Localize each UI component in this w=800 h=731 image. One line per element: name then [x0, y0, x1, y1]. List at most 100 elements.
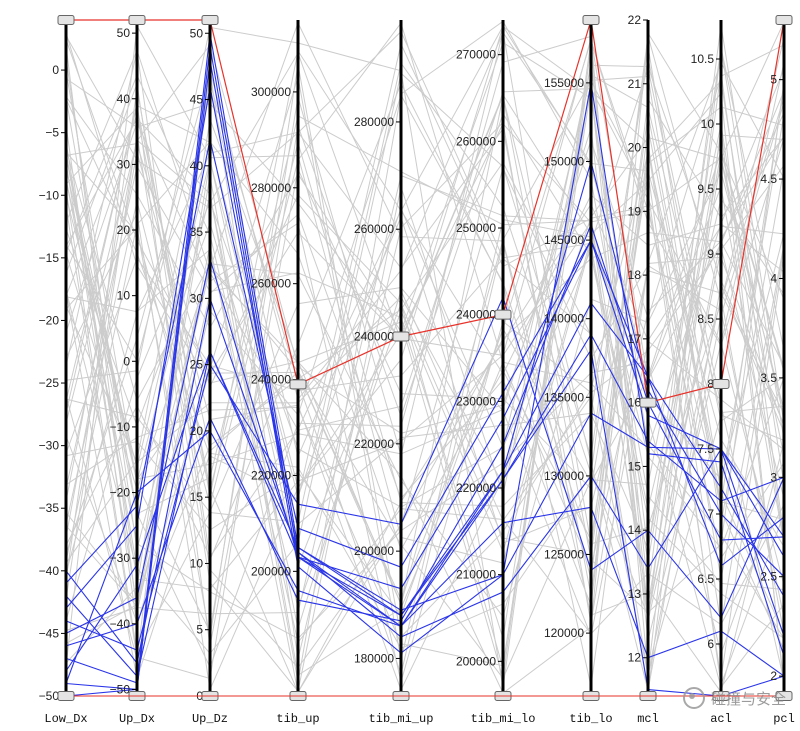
- background-line: [65, 61, 785, 660]
- tick-label: 22: [628, 13, 642, 27]
- tick-label: 240000: [354, 330, 394, 344]
- wechat-icon: [682, 687, 705, 709]
- tick-label: 180000: [354, 651, 394, 665]
- selected-line: [65, 46, 785, 690]
- brush-handle-top[interactable]: [57, 15, 75, 25]
- axis-tib_lo: 155000 150000 145000 140000 135000 130000 1250…: [544, 15, 613, 726]
- axis-label: tib_up: [276, 712, 319, 726]
- background-line: [65, 41, 785, 640]
- tick-label: 10: [701, 117, 715, 131]
- background-line: [65, 112, 785, 680]
- tick-label: 12: [628, 651, 642, 665]
- brush-handle-top[interactable]: [712, 379, 730, 389]
- tick-label: 240000: [456, 308, 496, 322]
- tick-label: −20: [39, 313, 60, 327]
- brush-handle-bottom[interactable]: [57, 691, 75, 701]
- background-line: [65, 61, 785, 618]
- tick-label: 150000: [544, 154, 584, 168]
- tick-label: −40: [110, 617, 131, 631]
- background-line: [65, 62, 785, 667]
- tick-label: 45: [190, 93, 204, 107]
- tick-label: 9.5: [697, 182, 714, 196]
- tick-label: 17: [628, 332, 642, 346]
- tick-label: 140000: [544, 312, 584, 326]
- brush-handle-top[interactable]: [775, 15, 793, 25]
- tick-label: 220000: [456, 481, 496, 495]
- brush-handle-top[interactable]: [201, 15, 219, 25]
- tick-label: 9: [707, 247, 714, 261]
- brush-handle-top[interactable]: [392, 331, 410, 342]
- tick-label: 10: [117, 289, 131, 303]
- tick-label: 2.5: [760, 570, 777, 584]
- axis-label: acl: [710, 712, 732, 726]
- tick-label: 200000: [251, 564, 291, 578]
- tick-label: 40: [117, 92, 131, 106]
- tick-label: 240000: [251, 373, 291, 387]
- tick-label: 50: [117, 26, 131, 40]
- brush-handle-top[interactable]: [494, 309, 512, 320]
- tick-label: 14: [628, 523, 642, 537]
- background-line: [65, 106, 785, 601]
- tick-label: 16: [628, 396, 642, 410]
- tick-label: 145000: [544, 233, 584, 247]
- tick-label: −30: [39, 439, 60, 453]
- axis-label: Up_Dz: [192, 712, 228, 726]
- selected-line: [65, 159, 785, 678]
- background-line: [65, 26, 785, 688]
- axis-label: Up_Dx: [119, 712, 155, 726]
- tick-label: −10: [39, 188, 60, 202]
- tick-label: 270000: [456, 48, 496, 62]
- selected-line: [65, 296, 785, 665]
- selected-line: [65, 295, 785, 651]
- tick-label: 6.5: [697, 572, 714, 586]
- brush-handle-top[interactable]: [289, 379, 307, 390]
- tick-label: 15: [628, 459, 642, 473]
- axis-mcl: 22 21 20 19 18 17 16 15 14 13 12 mcl: [628, 13, 659, 726]
- tick-label: −15: [39, 251, 60, 265]
- brush-handle-top[interactable]: [639, 397, 657, 408]
- tick-label: 5: [770, 73, 777, 87]
- background-line: [65, 51, 785, 614]
- axis-pcl: 5 4.5 4 3.5 3 2.5 2 pcl: [760, 15, 795, 726]
- tick-label: 10: [190, 556, 204, 570]
- tick-label: 6: [707, 637, 714, 651]
- tick-label: 125000: [544, 548, 584, 562]
- selected-line: [65, 430, 785, 684]
- selected-line: [65, 139, 785, 597]
- tick-label: 25: [190, 358, 204, 372]
- tick-label: 5: [196, 623, 203, 637]
- tick-label: 130000: [544, 469, 584, 483]
- tick-label: 200000: [354, 544, 394, 558]
- brush-handle-top[interactable]: [128, 15, 146, 25]
- background-line: [65, 104, 785, 634]
- tick-label: 30: [117, 157, 131, 171]
- tick-label: 135000: [544, 390, 584, 404]
- background-line: [65, 25, 785, 692]
- tick-label: 260000: [456, 134, 496, 148]
- highlight-line: [66, 19, 785, 404]
- background-line: [65, 71, 785, 619]
- watermark: 碰撞与安全: [682, 687, 786, 709]
- tick-label: 300000: [251, 85, 291, 99]
- axis-label: tib_mi_up: [369, 712, 434, 726]
- axis-label: pcl: [773, 712, 795, 726]
- tick-label: 7.5: [697, 442, 714, 456]
- background-line: [65, 60, 785, 694]
- background-line: [65, 127, 785, 693]
- background-line: [65, 43, 785, 434]
- background-line: [65, 160, 785, 644]
- tick-label: −5: [45, 126, 59, 140]
- axes: 0−5−10−15−20−25−30−35−40−45−50Low_Dx5040…: [39, 13, 795, 726]
- background-line: [65, 123, 785, 680]
- background-line: [65, 35, 785, 675]
- tick-label: 210000: [456, 568, 496, 582]
- brush-handle-top[interactable]: [582, 15, 600, 25]
- tick-label: 220000: [251, 468, 291, 482]
- tick-label: 230000: [456, 394, 496, 408]
- tick-label: −40: [39, 564, 60, 578]
- selected-line: [65, 33, 785, 684]
- tick-label: 21: [628, 77, 642, 91]
- axis-label: mcl: [637, 712, 659, 726]
- tick-label: 8: [707, 377, 714, 391]
- highlight-line-path: [66, 19, 785, 404]
